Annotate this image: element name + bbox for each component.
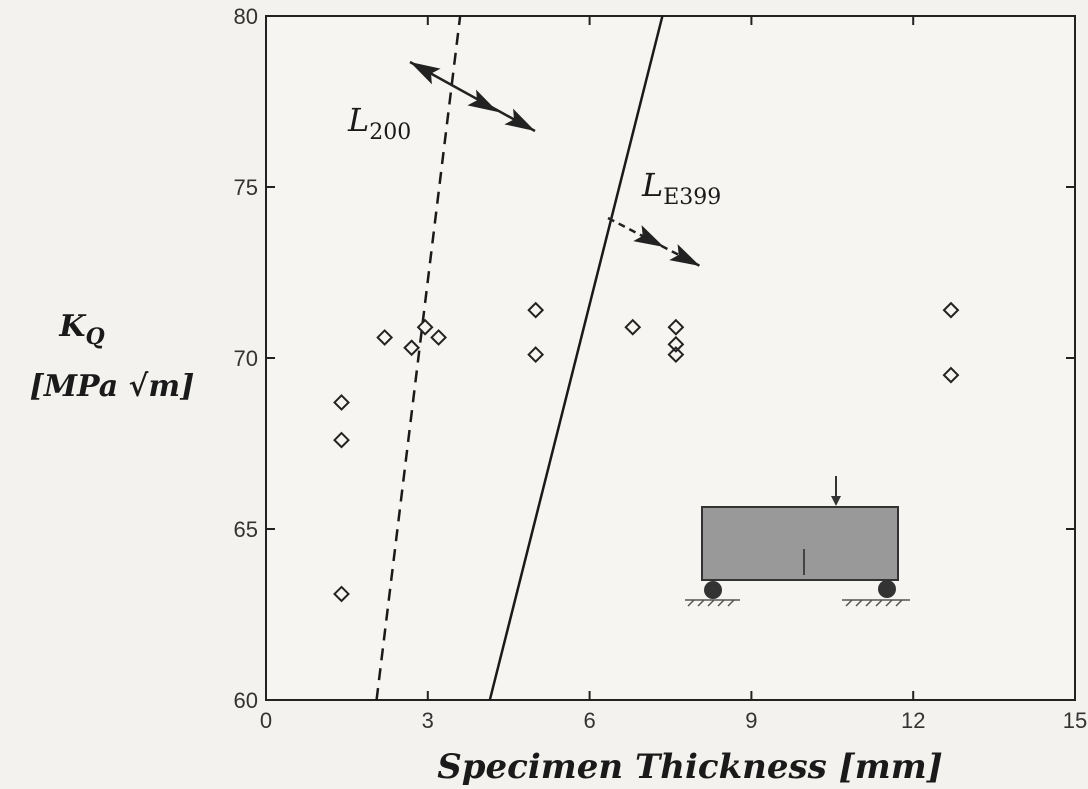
data-point-diamond <box>333 394 350 411</box>
le399-limit-line <box>488 15 664 701</box>
x-tick-label: 9 <box>745 708 757 733</box>
plot-area <box>265 15 1076 701</box>
le399-label: LE399 <box>641 166 721 210</box>
right-support-roller <box>878 580 896 598</box>
y-tick-label: 70 <box>234 346 258 371</box>
right-ground-hatch <box>842 599 910 607</box>
double-arrow-head-mid <box>467 89 498 112</box>
y-tick-label: 80 <box>234 4 258 29</box>
data-point-diamond <box>667 346 685 363</box>
specimen-beam <box>701 506 899 581</box>
data-point-diamond <box>333 585 350 603</box>
data-point-diamond <box>527 346 545 363</box>
l200-label: L200 <box>347 101 411 145</box>
data-point-diamond <box>527 301 545 319</box>
x-tick-label: 6 <box>583 708 595 733</box>
data-point-diamond <box>403 339 421 357</box>
x-tick-label: 12 <box>901 708 925 733</box>
specimen-sketch <box>685 476 910 607</box>
x-tick-label: 0 <box>260 708 272 733</box>
y-axis-label: KQ <box>58 309 104 350</box>
load-arrow-head <box>831 496 841 506</box>
y-tick-label: 65 <box>234 517 258 542</box>
data-point-diamond <box>667 335 685 353</box>
y-axis-unit-label: [MPa √m] <box>30 369 195 404</box>
data-point-diamond <box>667 318 685 336</box>
x-tick-label: 15 <box>1063 708 1087 733</box>
le399-arrow-head <box>669 244 700 266</box>
left-ground-hatch <box>685 599 740 607</box>
axes: 0 3 6 9 12 15 60 65 70 75 80 <box>234 4 1088 733</box>
reference-lines: L200 LE399 <box>347 15 721 701</box>
data-point-diamond <box>416 318 434 336</box>
data-point-diamond <box>624 318 642 336</box>
double-arrow-head-right <box>504 108 535 131</box>
double-arrow-head-left <box>410 62 441 85</box>
x-axis-label: Specimen Thickness [mm] <box>437 747 943 787</box>
data-point-diamond <box>333 431 350 449</box>
data-point-diamond <box>376 329 394 346</box>
data-point-diamond <box>942 301 960 319</box>
le399-arrow-head-mid <box>633 225 664 247</box>
y-tick-label: 75 <box>234 175 258 200</box>
left-support-roller <box>704 581 722 599</box>
data-point-diamond <box>430 329 448 346</box>
x-tick-label: 3 <box>422 708 434 733</box>
y-tick-label: 60 <box>234 688 258 713</box>
l200-limit-line <box>375 15 462 701</box>
data-points <box>333 301 960 603</box>
data-point-diamond <box>942 366 960 384</box>
direction-arrows <box>409 60 701 268</box>
